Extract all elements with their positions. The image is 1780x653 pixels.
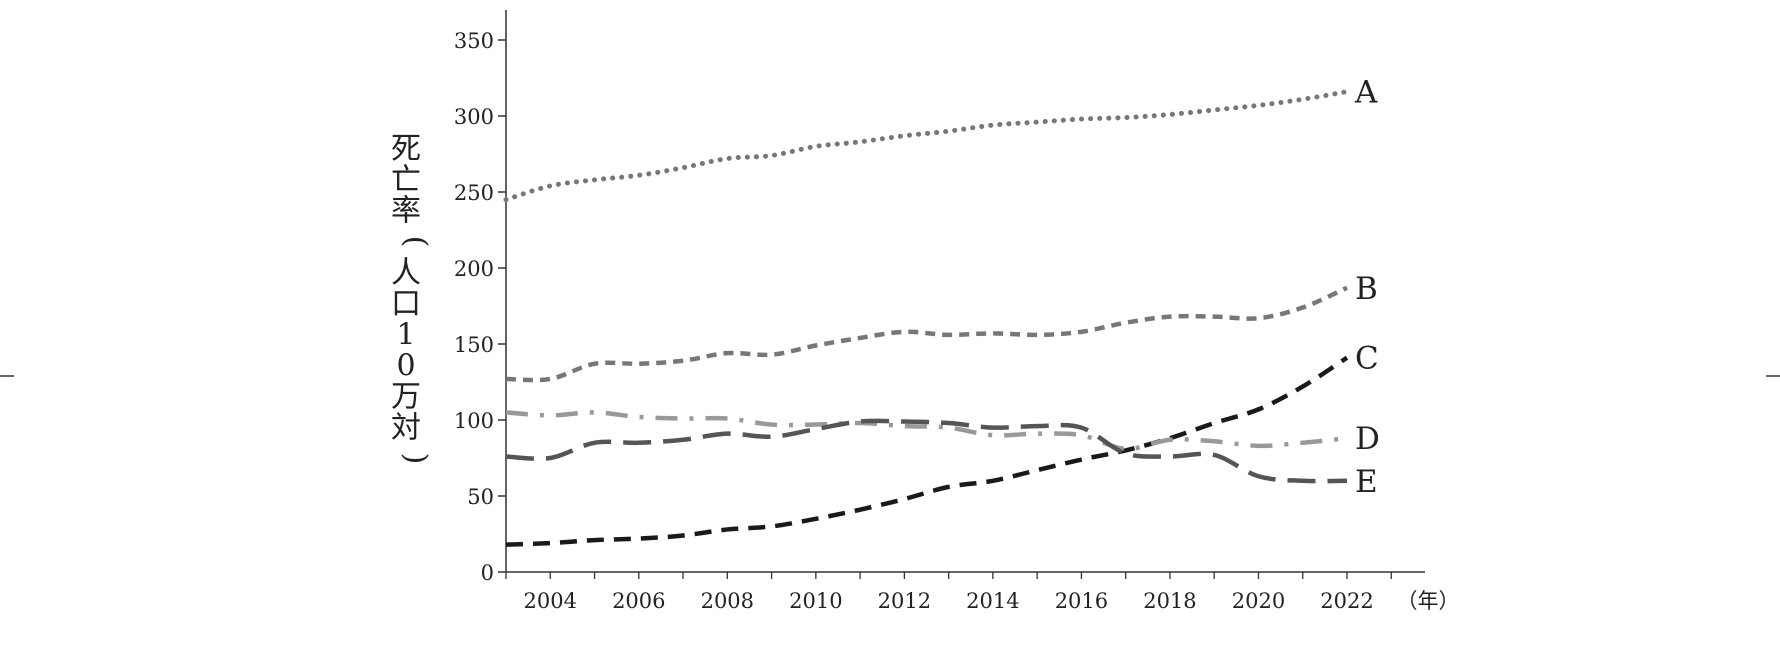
series-line-e [505, 418, 1348, 484]
x-tick-label: 2006 [612, 589, 665, 613]
x-tick-label: 2010 [789, 589, 842, 613]
y-axis-label-char: 口 [391, 287, 421, 322]
y-axis-label-char: 亡 [391, 163, 421, 198]
y-tick-label: 100 [454, 409, 494, 433]
y-axis-label-char: ( [398, 236, 433, 248]
y-tick-label: 150 [454, 333, 494, 357]
series-label-c: C [1355, 341, 1379, 377]
x-ticks: 2004 2006 2008 2010 2012 2014 2016 2018 2020 2022 [505, 572, 1392, 613]
series-line-a [503, 89, 1350, 203]
y-axis-label-char: 0 [396, 349, 415, 384]
series-label-d: D [1355, 421, 1380, 457]
series-line-c [505, 355, 1349, 547]
x-axis-unit: （年） [1397, 589, 1460, 613]
series-line-b [505, 285, 1348, 383]
y-axis-label-char: 万 [391, 380, 421, 415]
x-tick-label: 2014 [966, 589, 1019, 613]
series-line-d [505, 410, 1348, 452]
x-tick-label: 2022 [1320, 589, 1373, 613]
y-axis-label-char: 対 [391, 411, 421, 446]
y-tick-label: 300 [454, 105, 494, 129]
y-axis-label-char: ) [398, 453, 433, 465]
series-labels: A BC DE [1354, 75, 1380, 500]
series-label-a: A [1354, 75, 1378, 111]
x-tick-label: 2018 [1143, 589, 1196, 613]
series-label-e: E [1355, 464, 1378, 500]
y-axis-label-char: 人 [391, 256, 421, 291]
y-tick-label: 0 [481, 561, 494, 585]
x-tick-label: 2020 [1232, 589, 1285, 613]
y-tick-label: 200 [454, 257, 494, 281]
y-axis-label-char: 率 [391, 194, 421, 229]
series-lines [503, 89, 1350, 547]
x-tick-label: 2004 [524, 589, 577, 613]
series-label-b: B [1355, 271, 1378, 307]
x-tick-label: 2012 [878, 589, 931, 613]
x-tick-label: 2008 [701, 589, 754, 613]
y-ticks: 0 50 100 150 200 250 300 350 [454, 29, 506, 585]
y-tick-label: 250 [454, 181, 494, 205]
y-tick-label: 350 [454, 29, 494, 53]
y-tick-label: 50 [467, 485, 494, 509]
y-axis-label-char: 死 [391, 132, 421, 167]
x-tick-label: 2016 [1055, 589, 1108, 613]
y-axis-label-char: 1 [396, 318, 415, 353]
axes [505, 10, 1425, 573]
